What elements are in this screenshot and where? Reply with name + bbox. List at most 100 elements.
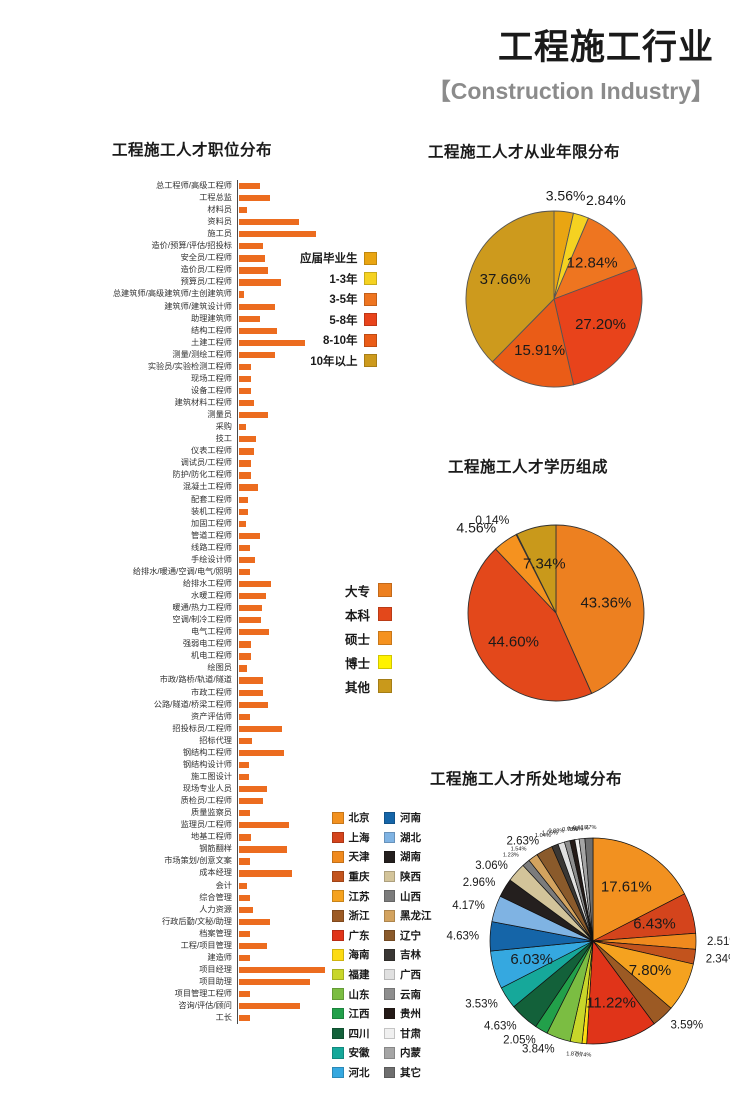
legend-swatch bbox=[383, 1007, 395, 1020]
bar-row: 钢结构工程师 bbox=[0, 746, 330, 759]
bar bbox=[239, 460, 251, 467]
bar bbox=[239, 508, 248, 515]
bar-track bbox=[237, 373, 330, 386]
legend-label: 四川 bbox=[348, 1027, 370, 1040]
legend-swatch bbox=[332, 890, 344, 902]
bar bbox=[239, 339, 306, 346]
bar bbox=[239, 798, 263, 805]
bar-row: 工程总监 bbox=[0, 192, 330, 205]
bar bbox=[239, 194, 270, 202]
region-legend-item: 安徽 bbox=[332, 1043, 370, 1063]
bar-track bbox=[237, 1012, 330, 1025]
region-legend-item: 吉林 bbox=[383, 945, 432, 965]
bar-track bbox=[237, 553, 330, 566]
bar-category-label: 成本经理 bbox=[199, 868, 232, 878]
bar bbox=[239, 375, 251, 383]
bar-track bbox=[237, 650, 330, 663]
bar-track bbox=[237, 457, 330, 470]
bar-row: 机电工程师 bbox=[0, 650, 330, 663]
bar-row: 公路/隧道/桥梁工程师 bbox=[0, 698, 330, 711]
bar-track bbox=[237, 324, 330, 337]
bar-category-label: 工程总监 bbox=[199, 192, 232, 202]
job-position-bar-chart: 总工程师/高级工程师 工程总监 材料员 资料员 施工员 造价/预算/评估/招投标 安全员/工… bbox=[0, 180, 330, 1025]
bar-track bbox=[237, 276, 330, 289]
experience-legend-item: 3-5年 bbox=[300, 289, 377, 310]
bar-category-label: 市政/路桥/轨道/隧道 bbox=[159, 675, 232, 685]
education-legend-item: 博士 bbox=[345, 650, 393, 674]
pie-slice-label: 1.87% bbox=[566, 1051, 582, 1057]
legend-label: 福建 bbox=[348, 969, 370, 982]
legend-label: 吉林 bbox=[400, 949, 421, 962]
pie-slice-label: 0.88% bbox=[549, 829, 565, 835]
pie-slice-label: 2.84% bbox=[586, 192, 626, 208]
legend-swatch bbox=[332, 910, 344, 922]
pie-slice-label: 2.34% bbox=[706, 953, 730, 965]
bar-track bbox=[237, 795, 330, 808]
legend-swatch bbox=[332, 1027, 344, 1040]
bar-category-label: 质检员/工程师 bbox=[180, 796, 232, 806]
bar-category-label: 会计 bbox=[215, 880, 232, 890]
legend-label: 安徽 bbox=[348, 1047, 370, 1060]
pie-slice-label: 11.22% bbox=[586, 994, 636, 1011]
bar bbox=[239, 315, 261, 322]
bar-row: 安全员/工程师 bbox=[0, 252, 330, 265]
bar-category-label: 人力资源 bbox=[199, 904, 232, 914]
bar-row: 混凝土工程师 bbox=[0, 481, 330, 494]
legend-label: 江苏 bbox=[348, 890, 370, 903]
region-legend-item: 其它 bbox=[383, 1063, 432, 1083]
pie-slice-label: 3.84% bbox=[522, 1043, 555, 1055]
bar-row: 档案管理 bbox=[0, 927, 330, 940]
bar bbox=[239, 496, 248, 503]
bar-category-label: 手绘设计师 bbox=[191, 554, 232, 564]
bar bbox=[239, 544, 250, 552]
bar-track bbox=[237, 638, 330, 651]
bar-row: 项目经理 bbox=[0, 964, 330, 977]
bar bbox=[239, 424, 246, 431]
bar-track bbox=[237, 421, 330, 434]
pie-slice-label: 2.05% bbox=[503, 1035, 536, 1047]
region-legend-item: 山西 bbox=[383, 886, 432, 906]
bar bbox=[239, 617, 262, 624]
bar-row: 项目管理工程师 bbox=[0, 988, 330, 1001]
legend-swatch bbox=[363, 292, 377, 306]
bar-row: 质检员/工程师 bbox=[0, 795, 330, 808]
bar bbox=[239, 979, 311, 986]
bar-track bbox=[237, 252, 330, 265]
bar-category-label: 助理建筑师 bbox=[191, 313, 232, 323]
bar bbox=[239, 279, 282, 286]
bar-track bbox=[237, 939, 330, 952]
region-legend-item: 重庆 bbox=[332, 867, 370, 887]
bar-track bbox=[237, 819, 330, 832]
bar-row: 配套工程师 bbox=[0, 493, 330, 506]
bar-row: 市政/路桥/轨道/隧道 bbox=[0, 674, 330, 687]
region-legend-item: 浙江 bbox=[332, 906, 370, 926]
bar-category-label: 仪表工程师 bbox=[191, 446, 232, 456]
bar-row: 造价员/工程师 bbox=[0, 264, 330, 277]
pie-slice-label: 1.04% bbox=[535, 833, 551, 839]
bar bbox=[239, 219, 299, 226]
bar bbox=[239, 991, 250, 998]
bar-row: 监理员/工程师 bbox=[0, 819, 330, 832]
region-legend-item: 河北 bbox=[332, 1063, 370, 1083]
bar-track bbox=[237, 288, 330, 301]
legend-label: 其他 bbox=[345, 680, 371, 695]
bar-category-label: 公路/隧道/桥梁工程师 bbox=[153, 699, 232, 709]
education-legend-item: 本科 bbox=[345, 602, 393, 626]
bar-row: 仪表工程师 bbox=[0, 445, 330, 458]
region-legend-item: 湖南 bbox=[383, 847, 432, 867]
legend-label: 5-8年 bbox=[329, 314, 358, 327]
bar-category-label: 给排水/暖通/空调/电气/照明 bbox=[132, 566, 232, 576]
bar-category-label: 建造师 bbox=[207, 952, 232, 962]
bar-row: 测量员 bbox=[0, 409, 330, 422]
bar-row: 综合管理 bbox=[0, 891, 330, 904]
bar-row: 市场策划/创意文案 bbox=[0, 855, 330, 868]
bar-track bbox=[237, 300, 330, 313]
bar-track bbox=[237, 409, 330, 422]
region-legend-item: 河南 bbox=[383, 808, 432, 828]
legend-swatch bbox=[332, 870, 344, 883]
bar-category-label: 机电工程师 bbox=[191, 651, 232, 661]
region-legend-column-2: 河南 湖北 湖南 陕西 山西 黑龙江 辽宁 吉林 广西 云南 贵州 甘肃 内蒙 其它 bbox=[383, 808, 432, 1083]
bar-category-label: 电气工程师 bbox=[191, 627, 232, 637]
bar bbox=[239, 689, 263, 696]
